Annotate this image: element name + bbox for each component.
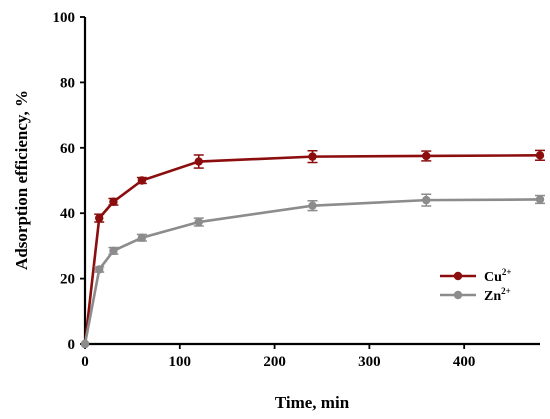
x-tick-label: 400 <box>453 354 476 370</box>
x-tick-label: 300 <box>358 354 381 370</box>
data-point <box>535 151 545 160</box>
data-point <box>422 151 431 161</box>
x-tick-label: 200 <box>263 354 286 370</box>
series-cu <box>80 149 545 349</box>
data-point <box>137 233 147 242</box>
data-point <box>80 339 90 349</box>
data-point <box>308 201 317 210</box>
x-tick-label: 0 <box>81 354 89 370</box>
x-axis-title: Time, min <box>275 393 350 412</box>
y-tick-label: 0 <box>68 337 76 353</box>
series-line <box>83 198 541 345</box>
data-point <box>194 217 203 227</box>
data-point <box>535 195 545 204</box>
series-layer <box>80 149 545 349</box>
y-tick-label: 60 <box>60 141 75 157</box>
legend-marker <box>453 271 463 281</box>
data-point <box>308 152 317 161</box>
y-tick-label: 80 <box>60 75 75 91</box>
legend-entry: Cu2+ <box>484 267 512 285</box>
legend-entry: Zn2+ <box>484 286 511 304</box>
data-point <box>95 265 104 274</box>
data-point <box>194 157 203 166</box>
y-tick-label: 40 <box>60 206 75 222</box>
data-point <box>109 197 118 206</box>
y-tick-label: 100 <box>53 10 76 26</box>
series-line <box>83 154 541 345</box>
y-tick-label: 20 <box>60 272 75 288</box>
data-point <box>109 246 118 256</box>
series-zn <box>80 193 545 349</box>
data-point <box>95 213 104 223</box>
legend: Cu2+Zn2+ <box>440 267 512 304</box>
legend-marker <box>453 290 463 300</box>
ticks: 0 20 40 60 80 100 0 100 200 300 400 <box>53 10 476 370</box>
data-point <box>137 176 147 185</box>
x-tick-label: 100 <box>169 354 192 370</box>
y-axis-title: Adsorption efficiency, % <box>12 90 31 270</box>
data-point <box>422 195 431 205</box>
